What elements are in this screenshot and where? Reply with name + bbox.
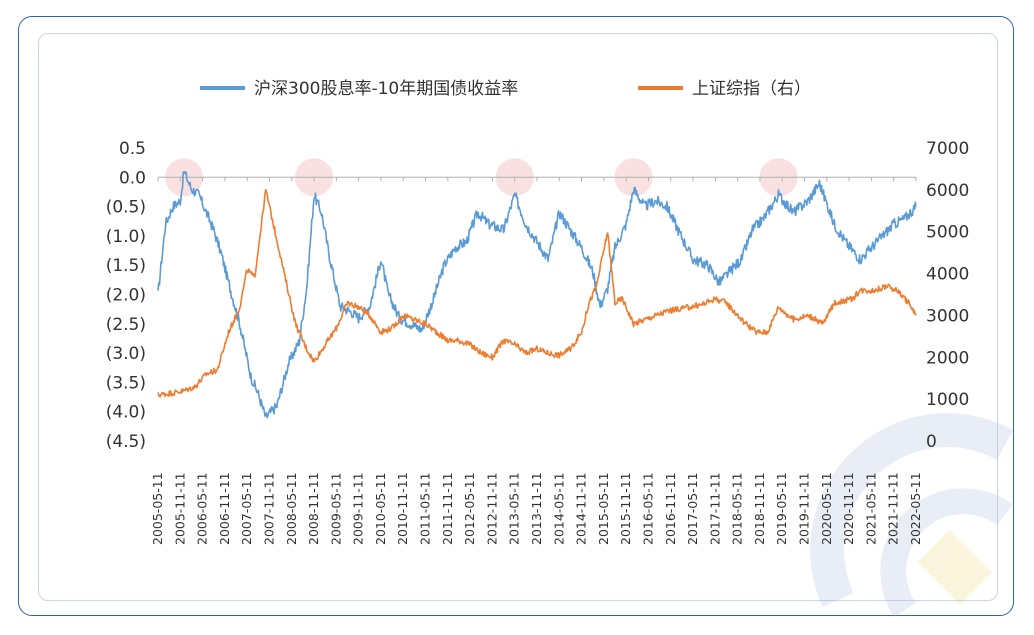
axes [157, 176, 917, 182]
x-tick-33: 2021-11-11 [886, 472, 901, 545]
y-right-tick-6: 1000 [926, 390, 969, 410]
x-tick-22: 2016-05-11 [640, 472, 655, 545]
x-tick-29: 2019-11-11 [797, 472, 812, 545]
series-lines [157, 171, 917, 419]
x-tick-11: 2010-11-11 [395, 472, 410, 545]
x-tick-10: 2010-05-11 [373, 472, 388, 545]
y-right-tick-3: 4000 [926, 265, 969, 285]
y-right-tick-5: 2000 [926, 348, 969, 368]
x-tick-28: 2019-05-11 [774, 472, 789, 545]
x-tick-24: 2017-05-11 [685, 472, 700, 545]
legend-label-series-1: 上证综指（右） [692, 79, 811, 99]
y-left-tick-8: (3.5) [106, 373, 146, 393]
x-tick-15: 2012-11-11 [484, 472, 499, 545]
y-left-tick-3: (1.0) [106, 227, 146, 247]
y-left-tick-2: (0.5) [106, 198, 146, 218]
y-left-tick-0: 0.5 [119, 139, 146, 159]
series-line-1 [157, 188, 917, 398]
x-tick-34: 2022-05-11 [908, 472, 923, 545]
legend: 沪深300股息率-10年期国债收益率 上证综指（右） [200, 79, 811, 99]
x-tick-1: 2005-11-11 [172, 472, 187, 545]
y-right-tick-0: 7000 [926, 139, 969, 159]
y-left-tick-4: (1.5) [106, 256, 146, 276]
y-right-ticks: 7000 6000 5000 4000 3000 2000 1000 0 [926, 139, 969, 452]
x-tick-2: 2006-05-11 [195, 472, 210, 545]
watermark-logo [810, 413, 1014, 618]
x-tick-13: 2011-11-11 [440, 472, 455, 545]
x-tick-21: 2015-11-11 [618, 472, 633, 545]
y-right-tick-7: 0 [926, 432, 937, 452]
x-tick-19: 2014-11-11 [574, 472, 589, 545]
x-tick-30: 2020-05-11 [819, 472, 834, 545]
x-tick-17: 2013-11-11 [529, 472, 544, 545]
x-tick-5: 2007-11-11 [261, 472, 276, 545]
x-tick-8: 2009-05-11 [328, 472, 343, 545]
x-tick-32: 2021-05-11 [863, 472, 878, 545]
x-tick-7: 2008-11-11 [306, 472, 321, 545]
x-tick-20: 2015-05-11 [596, 472, 611, 545]
x-tick-27: 2018-11-11 [752, 472, 767, 545]
x-tick-14: 2012-05-11 [462, 472, 477, 545]
legend-label-series-0: 沪深300股息率-10年期国债收益率 [254, 79, 518, 99]
x-tick-16: 2013-05-11 [507, 472, 522, 545]
y-left-tick-7: (3.0) [106, 344, 146, 364]
x-tick-25: 2017-11-11 [707, 472, 722, 545]
outer-frame [18, 16, 1014, 616]
x-tick-26: 2018-05-11 [730, 472, 745, 545]
x-tick-0: 2005-05-11 [150, 472, 165, 545]
x-tick-31: 2020-11-11 [841, 472, 856, 545]
x-tick-12: 2011-05-11 [418, 472, 433, 545]
y-left-tick-5: (2.0) [106, 286, 146, 306]
y-right-tick-4: 3000 [926, 306, 969, 326]
y-left-ticks: 0.5 0.0 (0.5) (1.0) (1.5) (2.0) (2.5) (3.0) (3.5… [106, 139, 146, 452]
y-left-tick-10: (4.5) [106, 432, 146, 452]
inner-frame [38, 33, 998, 601]
y-left-tick-9: (4.0) [106, 403, 146, 423]
x-tick-23: 2016-11-11 [663, 472, 678, 545]
series-line-0 [157, 171, 917, 419]
x-ticks: 2005-05-11 2005-11-11 2006-05-11 2006-11-11… [150, 472, 923, 545]
y-left-tick-6: (2.5) [106, 315, 146, 335]
y-right-tick-1: 6000 [926, 181, 969, 201]
y-left-tick-1: 0.0 [119, 168, 146, 188]
x-tick-6: 2008-05-11 [284, 472, 299, 545]
x-tick-18: 2014-05-11 [551, 472, 566, 545]
y-right-tick-2: 5000 [926, 223, 969, 243]
x-tick-3: 2006-11-11 [217, 472, 232, 545]
x-tick-9: 2009-11-11 [351, 472, 366, 545]
x-tick-4: 2007-05-11 [239, 472, 254, 545]
